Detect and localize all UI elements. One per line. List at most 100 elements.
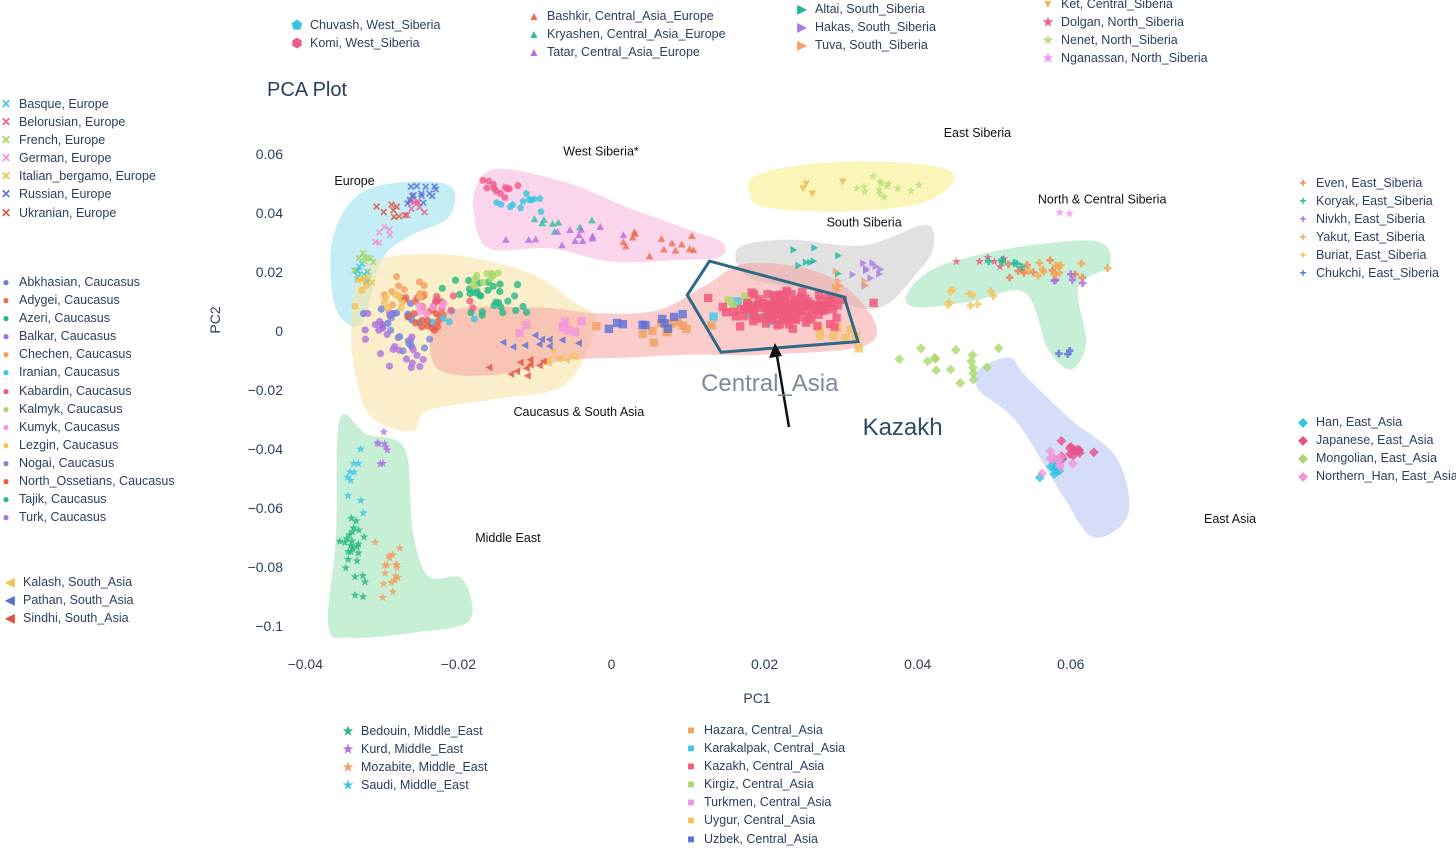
data-point (440, 299, 448, 308)
data-point (349, 523, 358, 532)
y-tick-label: −0.06 (248, 500, 284, 516)
legend-item-dolgan-north-siberia[interactable]: ★ Dolgan, North_Siberia (1042, 13, 1208, 31)
legend-item-altai-south-siberia[interactable]: ▶ Altai, South_Siberia (796, 0, 936, 18)
legend-item-iranian-caucasus[interactable]: ● Iranian, Caucasus (0, 363, 175, 381)
data-point (487, 269, 496, 278)
data-point (408, 333, 416, 341)
data-point (1005, 273, 1014, 282)
star-marker-icon: ★ (1042, 51, 1054, 66)
legend-item-ukranian-europe[interactable]: ✕ Ukranian, Europe (0, 204, 156, 222)
legend-item-adygei-caucasus[interactable]: ● Adygei, Caucasus (0, 291, 175, 309)
legend-central-asia-europe: ▲ Bashkir, Central_Asia_Europe ▲ Kryashen, … (528, 7, 726, 61)
legend-item-kurd-middle-east[interactable]: ★ Kurd, Middle_East (342, 740, 487, 758)
data-point (514, 182, 522, 189)
legend-item-turkmen-central-asia[interactable]: ■ Turkmen, Central_Asia (685, 793, 845, 811)
legend-item-han-east-asia[interactable]: ◆ Han, East_Asia (1297, 413, 1456, 431)
legend-item-tajik-caucasus[interactable]: ● Tajik, Caucasus (0, 490, 175, 508)
legend-item-uzbek-central-asia[interactable]: ■ Uzbek, Central_Asia (685, 830, 845, 848)
legend-item-sindhi-south-asia[interactable]: ◀ Sindhi, South_Asia (4, 609, 134, 627)
legend-item-kryashen-central-asia-europe[interactable]: ▲ Kryashen, Central_Asia_Europe (528, 25, 726, 43)
legend-item-saudi-middle-east[interactable]: ★ Saudi, Middle_East (342, 776, 487, 794)
legend-item-belorusian-europe[interactable]: ✕ Belorusian, Europe (0, 113, 156, 131)
legend-item-abkhasian-caucasus[interactable]: ● Abkhasian, Caucasus (0, 273, 175, 291)
legend-item-bashkir-central-asia-europe[interactable]: ▲ Bashkir, Central_Asia_Europe (528, 7, 726, 25)
data-point (347, 536, 357, 545)
legend-item-hazara-central-asia[interactable]: ■ Hazara, Central_Asia (685, 721, 845, 739)
legend-item-kirgiz-central-asia[interactable]: ■ Kirgiz, Central_Asia (685, 775, 845, 793)
legend-item-nivkh-east-siberia[interactable]: + Nivkh, East_Siberia (1297, 210, 1439, 228)
legend-item-chukchi-east-siberia[interactable]: + Chukchi, East_Siberia (1297, 264, 1439, 282)
legend-item-hakas-south-siberia[interactable]: ▶ Hakas, South_Siberia (796, 18, 936, 36)
data-point (470, 315, 478, 323)
data-point (879, 192, 889, 201)
legend-label: Bedouin, Middle_East (361, 724, 483, 738)
legend-item-koryak-east-siberia[interactable]: + Koryak, East_Siberia (1297, 192, 1439, 210)
legend-item-russian-europe[interactable]: ✕ Russian, Europe (0, 185, 156, 203)
legend-east-siberia: + Even, East_Siberia + Koryak, East_Siberia… (1297, 174, 1439, 283)
triangle-right-marker-icon: ▶ (797, 38, 807, 53)
data-point (372, 438, 382, 447)
legend-item-turk-caucasus[interactable]: ● Turk, Caucasus (0, 508, 175, 526)
series-lezgin-caucasus (351, 281, 424, 312)
legend-label: Turk, Caucasus (19, 510, 107, 525)
cluster-regions (327, 161, 1130, 639)
legend-label: Kurd, Middle_East (361, 742, 464, 757)
legend-label: Turkmen, Central_Asia (704, 795, 832, 810)
data-point (859, 182, 869, 191)
legend-item-german-europe[interactable]: ✕ German, Europe (0, 149, 156, 167)
legend-item-kalmyk-caucasus[interactable]: ● Kalmyk, Caucasus (0, 400, 175, 418)
legend-item-kabardin-caucasus[interactable]: ● Kabardin, Caucasus (0, 382, 175, 400)
legend-item-balkar-caucasus[interactable]: ● Balkar, Caucasus (0, 327, 175, 345)
legend-item-northern-han-east-asia[interactable]: ◆ Northern_Han, East_Asia (1297, 467, 1456, 485)
data-point (1064, 350, 1072, 359)
legend-item-mozabite-middle-east[interactable]: ★ Mozabite, Middle_East (342, 758, 488, 776)
legend-item-french-europe[interactable]: ✕ French, Europe (0, 131, 156, 149)
legend-item-tatar-central-asia-europe[interactable]: ▲ Tatar, Central_Asia_Europe (528, 43, 726, 61)
data-point (352, 556, 362, 565)
star-marker-icon: ★ (1042, 15, 1054, 30)
legend-item-chechen-caucasus[interactable]: ● Chechen, Caucasus (0, 345, 175, 363)
legend-item-yakut-east-siberia[interactable]: + Yakut, East_Siberia (1297, 228, 1439, 246)
legend-item-nenet-north-siberia[interactable]: ★ Nenet, North_Siberia (1042, 31, 1208, 49)
legend-item-karakalpak-central-asia[interactable]: ■ Karakalpak, Central_Asia (685, 739, 845, 757)
data-point (380, 439, 389, 448)
data-point (780, 304, 790, 313)
legend-item-buriat-east-siberia[interactable]: + Buriat, East_Siberia (1297, 246, 1439, 264)
legend-item-basque-europe[interactable]: ✕ Basque, Europe (0, 95, 156, 113)
data-point (678, 309, 687, 319)
legend-item-kumyk-caucasus[interactable]: ● Kumyk, Caucasus (0, 418, 175, 436)
legend-item-japanese-east-asia[interactable]: ◆ Japanese, East_Asia (1297, 431, 1456, 449)
legend-item-lezgin-caucasus[interactable]: ● Lezgin, Caucasus (0, 436, 175, 454)
data-point (867, 274, 875, 282)
legend-item-north-ossetians-caucasus[interactable]: ● North_Ossetians, Caucasus (0, 472, 174, 490)
legend-item-kalash-south-asia[interactable]: ◀ Kalash, South_Asia (4, 573, 134, 591)
data-point (869, 298, 878, 308)
legend-item-azeri-caucasus[interactable]: ● Azeri, Caucasus (0, 309, 175, 327)
legend-label: French, Europe (19, 133, 106, 148)
legend-item-tuva-south-siberia[interactable]: ▶ Tuva, South_Siberia (796, 36, 936, 54)
legend-item-chuvash-west-siberia[interactable]: ⬟ Chuvash, West_Siberia (291, 16, 441, 34)
legend-item-nogai-caucasus[interactable]: ● Nogai, Caucasus (0, 454, 175, 472)
legend-item-komi-west-siberia[interactable]: ⬢ Komi, West_Siberia (291, 34, 440, 52)
data-point (349, 467, 359, 476)
data-point (381, 442, 391, 451)
data-point (641, 320, 650, 330)
circle-marker-icon: ● (2, 329, 10, 344)
legend-item-italian-bergamo-europe[interactable]: ✕ Italian_bergamo, Europe (0, 167, 156, 185)
legend-item-mongolian-east-asia[interactable]: ◆ Mongolian, East_Asia (1297, 449, 1456, 467)
data-point (370, 537, 380, 547)
legend-item-nganassan-north-siberia[interactable]: ★ Nganassan, North_Siberia (1042, 49, 1208, 67)
star-marker-icon: ★ (342, 760, 354, 775)
legend-label: Balkar, Caucasus (19, 329, 117, 344)
legend-item-pathan-south-asia[interactable]: ◀ Pathan, South_Asia (4, 591, 133, 609)
data-point (499, 338, 507, 347)
legend-item-ket-central-siberia[interactable]: ▼ Ket, Central_Siberia (1042, 0, 1208, 13)
legend-item-uygur-central-asia[interactable]: ■ Uygur, Central_Asia (685, 811, 845, 829)
data-point (993, 343, 1004, 354)
data-point (578, 237, 587, 245)
legend-item-even-east-siberia[interactable]: + Even, East_Siberia (1297, 174, 1439, 192)
data-point (358, 276, 365, 284)
legend-item-kazakh-central-asia[interactable]: ■ Kazakh, Central_Asia (685, 757, 845, 775)
legend-item-bedouin-middle-east[interactable]: ★ Bedouin, Middle_East (342, 722, 487, 740)
series-ket-central-siberia (799, 178, 847, 198)
